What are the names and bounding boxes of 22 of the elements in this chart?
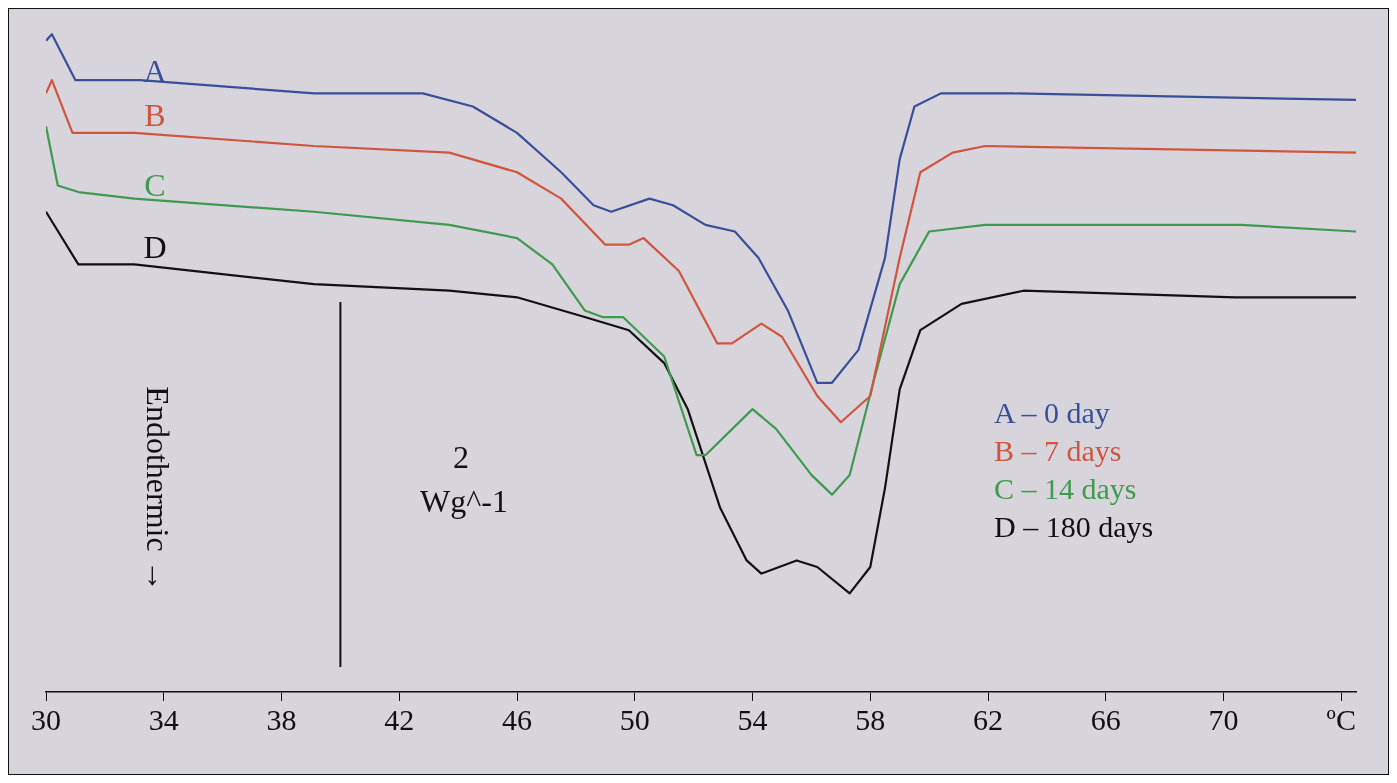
x-tick-label: ºC bbox=[1326, 702, 1356, 736]
text: B – 7 days bbox=[994, 433, 1123, 469]
annotation: C bbox=[144, 166, 166, 204]
x-tick-label: 46 bbox=[502, 702, 533, 736]
x-tick-label: 66 bbox=[1090, 702, 1121, 736]
annotation: D bbox=[143, 228, 167, 266]
x-tick-label: 54 bbox=[737, 702, 768, 736]
text: D – 180 days bbox=[994, 509, 1154, 545]
x-tick-label: 38 bbox=[266, 702, 297, 736]
x-tick-label: 34 bbox=[148, 702, 179, 736]
x-tick-label: 30 bbox=[31, 702, 61, 736]
annotation: Wg^-1 bbox=[420, 482, 508, 520]
annotation: Endothermic → bbox=[138, 386, 176, 592]
text: C – 14 days bbox=[994, 471, 1138, 507]
x-tick-label: 58 bbox=[855, 702, 886, 736]
annotation: 2 bbox=[453, 438, 469, 476]
x-tick-label: 62 bbox=[973, 702, 1004, 736]
x-tick-label: 42 bbox=[384, 702, 415, 736]
annotation: B bbox=[144, 96, 166, 134]
text: A – 0 day bbox=[994, 395, 1111, 431]
x-tick-label: 70 bbox=[1208, 702, 1239, 736]
x-tick-label: 50 bbox=[619, 702, 650, 736]
